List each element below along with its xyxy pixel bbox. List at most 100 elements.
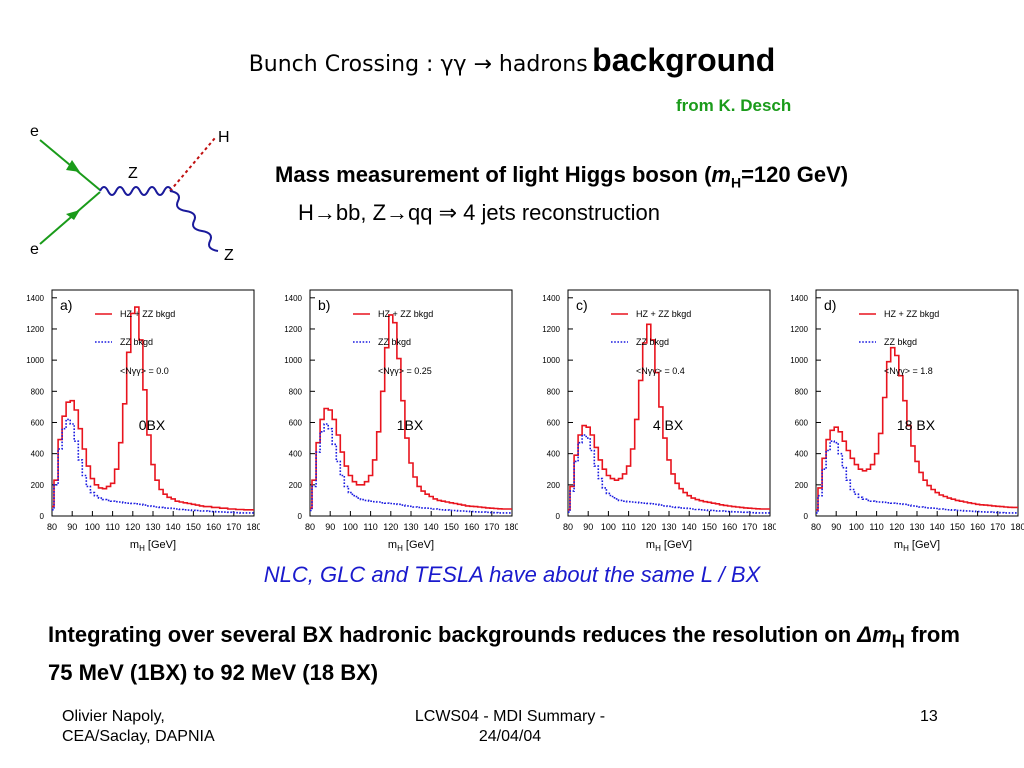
x-tick-label: 90	[583, 522, 593, 532]
x-axis-label: mH [GeV]	[646, 539, 692, 553]
panel-letter: c)	[576, 297, 588, 313]
y-tick-label: 400	[547, 450, 561, 459]
histogram-panel-d: 0 200 400 600 800 1000 1200 1400 80 90 100 110 120 13…	[790, 289, 1024, 553]
x-axis-label: mH [GeV]	[894, 539, 940, 553]
y-tick-label: 800	[289, 387, 303, 396]
legend-entry: ZZ bkgd	[378, 337, 411, 347]
y-tick-label: 600	[31, 418, 45, 427]
legend-entry: ZZ bkgd	[636, 337, 669, 347]
y-tick-label: 1000	[790, 356, 808, 365]
mass-text-a: Mass measurement of light Higgs boson (	[275, 162, 712, 187]
x-tick-label: 100	[343, 522, 358, 532]
y-tick-label: 400	[795, 450, 809, 459]
x-tick-label: 100	[849, 522, 864, 532]
panel-letter: d)	[824, 297, 836, 313]
conclusion-text: Integrating over several BX hadronic bac…	[48, 619, 988, 689]
y-tick-label: 0	[40, 512, 45, 521]
y-tick-label: 0	[298, 512, 303, 521]
y-tick-label: 1400	[284, 294, 302, 303]
x-tick-label: 120	[125, 522, 140, 532]
y-tick-label: 1200	[542, 325, 560, 334]
bx-label: 4 BX	[653, 417, 684, 433]
bx-label: 18 BX	[897, 417, 936, 433]
z-propagator	[99, 186, 173, 196]
x-tick-label: 180	[762, 522, 776, 532]
x-tick-label: 150	[950, 522, 965, 532]
series-line	[816, 440, 1018, 514]
y-tick-label: 200	[795, 481, 809, 490]
x-tick-label: 110	[105, 522, 119, 532]
mass-sub: H	[730, 174, 742, 191]
y-tick-label: 0	[804, 512, 809, 521]
y-tick-label: 1400	[26, 294, 44, 303]
x-tick-label: 80	[811, 522, 821, 532]
slide-title: Bunch Crossing : γγ → hadrons background	[0, 42, 1024, 79]
x-tick-label: 90	[67, 522, 77, 532]
x-tick-label: 100	[601, 522, 616, 532]
footer-author-line2: CEA/Saclay, DAPNIA	[62, 728, 215, 745]
panel-letter: a)	[60, 297, 72, 313]
mass-text-b: =120 GeV)	[741, 162, 849, 187]
y-tick-label: 200	[31, 481, 45, 490]
histogram-panel-a: 0 200 400 600 800 1000 1200 1400 80 90 100 110 120 13…	[26, 289, 260, 553]
conclusion-sub: H	[891, 630, 905, 652]
x-tick-label: 110	[869, 522, 883, 532]
y-tick-label: 1000	[26, 356, 44, 365]
series-line	[310, 423, 512, 514]
x-tick-label: 140	[166, 522, 181, 532]
footer-event-line2: 24/04/04	[478, 728, 542, 745]
x-tick-label: 140	[930, 522, 945, 532]
x-tick-label: 180	[1010, 522, 1024, 532]
credit-line: from K. Desch	[676, 96, 792, 115]
x-tick-label: 130	[403, 522, 418, 532]
x-axis-label-m: m	[388, 539, 397, 551]
x-tick-label: 120	[889, 522, 904, 532]
x-axis-label-m: m	[894, 539, 903, 551]
bx-label: 1BX	[397, 417, 424, 433]
conclusion-b: from 75 MeV (1BX) to 92 MeV (18 BX)	[48, 622, 960, 686]
x-tick-label: 90	[325, 522, 335, 532]
legend-entry: HZ + ZZ bkgd	[378, 309, 433, 319]
x-tick-label: 80	[305, 522, 315, 532]
x-tick-label: 170	[226, 522, 241, 532]
plot-frame	[51, 289, 255, 517]
x-axis-label-unit: [GeV]	[145, 539, 176, 551]
footer-event: LCWS04 - MDI Summary - 24/04/04	[380, 707, 640, 747]
x-axis-label-unit: [GeV]	[403, 539, 434, 551]
y-tick-label: 400	[289, 450, 303, 459]
x-tick-label: 160	[970, 522, 985, 532]
y-tick-label: 400	[31, 450, 45, 459]
plot-frame	[567, 289, 771, 517]
series-line	[568, 434, 770, 514]
x-tick-label: 160	[206, 522, 221, 532]
series-line	[816, 346, 1018, 511]
label-z-propagator: Z	[128, 165, 138, 182]
decay-channel-text: H→bb, Z→qq ⇒ 4 jets reconstruction	[298, 200, 661, 225]
label-higgs: H	[218, 129, 230, 146]
x-axis-label: mH [GeV]	[130, 539, 176, 553]
x-axis-label: mH [GeV]	[388, 539, 434, 553]
series-line	[52, 306, 254, 511]
y-tick-label: 1200	[284, 325, 302, 334]
legend-entry: HZ + ZZ bkgd	[884, 309, 939, 319]
mass-m: m	[711, 162, 731, 187]
label-e-top: e	[30, 123, 39, 140]
series-line	[52, 418, 254, 514]
x-tick-label: 180	[246, 522, 260, 532]
plot-frame	[309, 289, 513, 517]
y-tick-label: 600	[795, 418, 809, 427]
histogram-panel-b: 0 200 400 600 800 1000 1200 1400 80 90 100 110 120 13…	[284, 289, 518, 553]
footer-event-line1: LCWS04 - MDI Summary -	[414, 708, 606, 725]
x-axis-label-sub: H	[903, 544, 909, 553]
positron-line-in	[39, 191, 101, 245]
legend-entry: HZ + ZZ bkgd	[636, 309, 691, 319]
higgs-line	[169, 137, 216, 192]
title-emphasis: background	[592, 42, 776, 78]
x-tick-label: 150	[186, 522, 201, 532]
x-tick-label: 80	[47, 522, 57, 532]
x-axis-label-sub: H	[655, 544, 661, 553]
x-axis-label-m: m	[130, 539, 139, 551]
histogram-panel-c: 0 200 400 600 800 1000 1200 1400 80 90 100 110 120 13…	[542, 289, 776, 553]
label-z-out: Z	[224, 247, 234, 264]
conclusion-a: Integrating over several BX hadronic bac…	[48, 622, 858, 647]
